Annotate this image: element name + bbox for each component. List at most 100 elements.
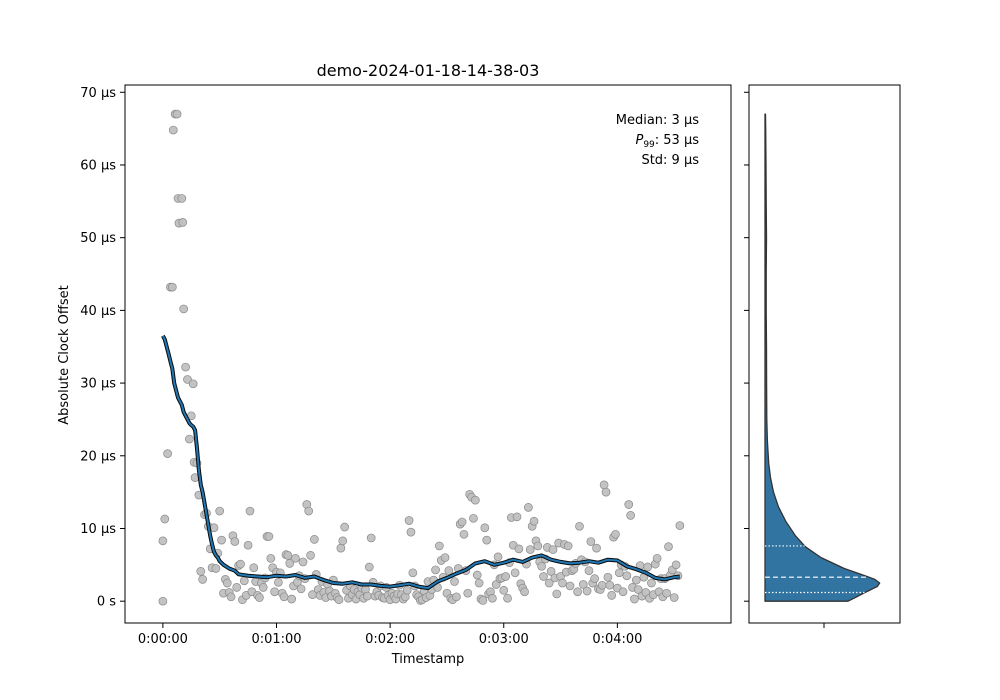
scatter-point <box>444 566 454 576</box>
scatter-point <box>255 593 264 602</box>
stat-p99-symbol: P <box>635 133 643 148</box>
scatter-point <box>435 541 444 551</box>
stat-std: Std: 9 µs <box>641 153 699 168</box>
x-tick-label: 0:00:00 <box>138 632 188 647</box>
scatter-point <box>274 577 283 587</box>
scatter-point <box>226 592 236 602</box>
scatter-point <box>258 583 268 592</box>
scatter-point <box>183 375 192 384</box>
scatter-point <box>163 449 172 458</box>
x-axis-label: Timestamp <box>391 652 465 667</box>
chart-title: demo-2024-01-18-14-38-03 <box>317 61 540 80</box>
scatter-point <box>633 585 643 594</box>
scatter-point <box>630 594 639 604</box>
y-tick-label: 20 µs <box>80 449 116 464</box>
scatter-point <box>172 109 182 119</box>
scatter-point <box>664 542 673 552</box>
scatter-point <box>463 588 473 598</box>
scatter-point <box>472 570 482 580</box>
scatter-point <box>592 543 601 553</box>
scatter-point <box>338 536 348 546</box>
scatter-point <box>158 596 168 606</box>
scatter-point <box>459 529 469 539</box>
scatter-point <box>618 587 628 597</box>
scatter-point <box>626 511 635 520</box>
scatter-point <box>586 537 596 546</box>
scatter-point <box>558 578 567 588</box>
scatter-point <box>160 514 170 524</box>
scatter-point <box>501 572 510 581</box>
scatter-point <box>198 575 207 584</box>
scatter-point <box>431 565 440 575</box>
scatter-point <box>168 125 178 135</box>
scatter-point <box>340 522 350 532</box>
scatter-point <box>533 541 543 551</box>
scatter-point <box>539 572 548 581</box>
scatter-point <box>599 480 609 490</box>
scatter-point <box>177 194 187 203</box>
scatter-point <box>510 568 520 578</box>
scatter-point <box>573 587 582 597</box>
scatter-point <box>279 592 289 602</box>
scatter-point <box>575 521 584 531</box>
scatter-point <box>298 557 308 567</box>
scatter-point <box>249 563 259 573</box>
scatter-point <box>529 516 539 526</box>
scatter-point <box>470 495 480 505</box>
scatter-point <box>631 575 641 585</box>
scatter-point <box>291 553 300 563</box>
x-tick-label: 0:01:00 <box>251 632 301 647</box>
y-tick-label: 30 µs <box>80 377 116 392</box>
scatter-point <box>440 553 450 562</box>
scatter-point <box>363 591 372 601</box>
scatter-point <box>310 535 319 544</box>
scatter-point <box>614 568 624 578</box>
scatter-point <box>270 587 279 597</box>
scatter-point <box>624 500 634 509</box>
scatter-point <box>611 529 620 539</box>
stat-p99-value: : 53 µs <box>655 133 699 148</box>
scatter-point <box>480 523 490 533</box>
scatter-point <box>546 567 556 576</box>
scatter-point <box>565 581 575 591</box>
scatter-points <box>158 109 685 606</box>
scatter-point <box>584 566 594 576</box>
scatter-point <box>647 578 656 588</box>
scatter-point <box>450 577 459 586</box>
scatter-point <box>544 578 554 588</box>
scatter-point <box>482 535 492 545</box>
scatter-point <box>178 218 188 227</box>
y-tick-label: 10 µs <box>80 522 116 537</box>
scatter-point <box>181 362 190 372</box>
scatter-point <box>499 585 509 595</box>
scatter-point <box>537 561 546 571</box>
stat-median: Median: 3 µs <box>616 113 699 128</box>
scatter-point <box>662 588 671 598</box>
scatter-point <box>652 553 662 563</box>
scatter-point <box>167 282 177 292</box>
scatter-point <box>236 559 245 569</box>
scatter-point <box>563 541 573 551</box>
scatter-point <box>296 584 306 594</box>
scatter-point <box>304 506 314 516</box>
scatter-point <box>474 578 484 588</box>
rolling-line <box>162 335 681 590</box>
x-tick-label: 0:03:00 <box>479 632 529 647</box>
scatter-point <box>622 571 632 581</box>
main-axes-frame <box>124 84 732 624</box>
scatter-point <box>525 545 535 554</box>
scatter-point <box>196 567 206 576</box>
scatter-point <box>402 585 412 595</box>
scatter-point <box>266 553 276 563</box>
scatter-point <box>222 578 232 588</box>
scatter-point <box>582 586 592 596</box>
scatter-point <box>158 536 168 546</box>
scatter-point <box>478 596 488 605</box>
y-tick-label: 0 s <box>97 595 116 610</box>
scatter-point <box>406 527 416 537</box>
scatter-point <box>366 533 376 543</box>
scatter-point <box>601 487 611 497</box>
scatter-point <box>597 580 607 590</box>
scatter-point <box>578 580 588 589</box>
